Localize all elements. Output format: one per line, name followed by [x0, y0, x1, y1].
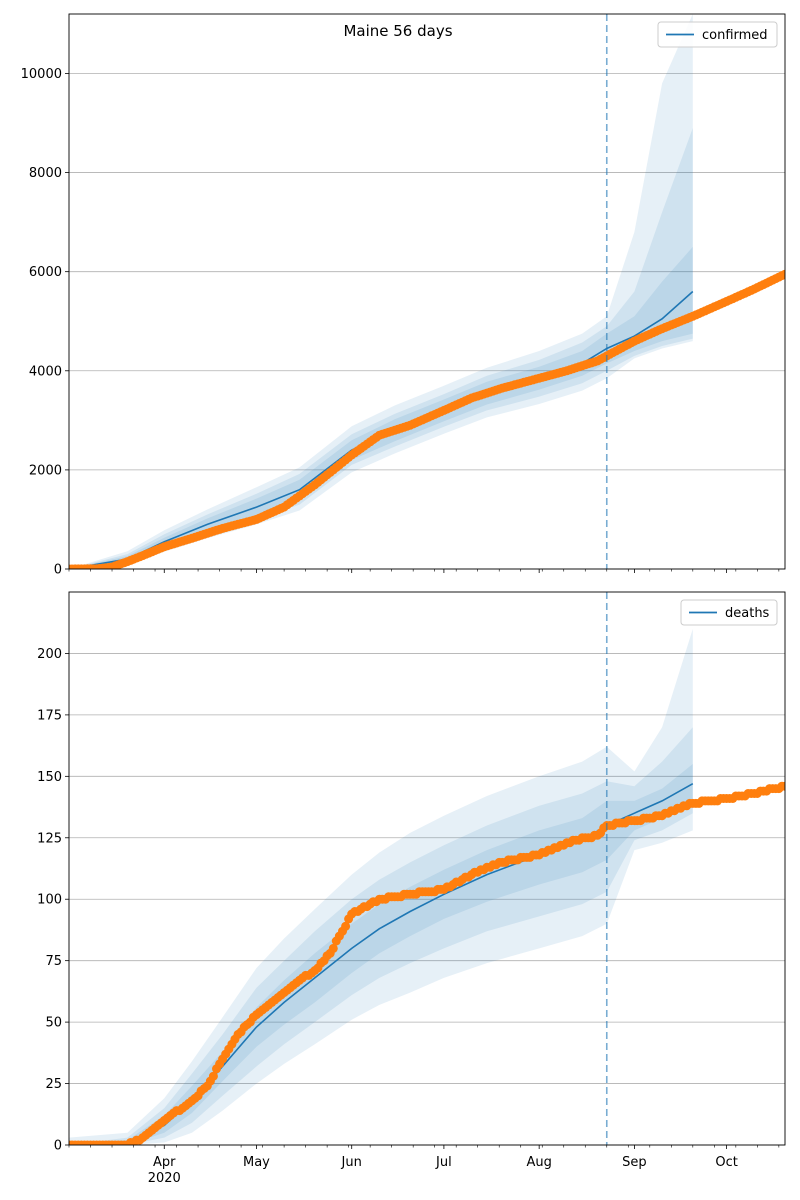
legend-box	[680, 599, 778, 626]
x-tick-sublabel: 2020	[148, 1171, 181, 1186]
y-tick-label: 125	[37, 831, 62, 846]
y-tick-label: 4000	[29, 364, 62, 379]
figure-title: Maine 56 days	[343, 22, 452, 40]
x-tick-label: Oct	[715, 1155, 737, 1170]
y-tick-label: 6000	[29, 265, 62, 280]
uncertainty-band-outer	[69, 14, 693, 569]
y-tick-label: 25	[45, 1077, 62, 1092]
y-tick-label: 50	[45, 1016, 62, 1031]
observed-point	[328, 943, 338, 953]
x-tick-label: May	[243, 1155, 270, 1170]
y-tick-label: 100	[37, 893, 62, 908]
axes-frame	[68, 13, 786, 570]
x-tick-label: Apr	[153, 1155, 176, 1170]
y-tick-label: 0	[54, 1139, 62, 1154]
legend-label: confirmed	[702, 28, 768, 43]
y-tick-label: 10000	[21, 67, 62, 82]
uncertainty-band-mid	[69, 128, 693, 569]
y-tick-label: 175	[37, 708, 62, 723]
y-tick-label: 200	[37, 647, 62, 662]
confirmed-panel: 0 2000 4000 6000 8000 10000 confirmed	[21, 13, 786, 578]
y-tick-label: 75	[45, 954, 62, 969]
uncertainty-band-mid	[69, 727, 693, 1145]
x-tick-label: Sep	[622, 1155, 647, 1170]
uncertainty-band-outer	[69, 628, 693, 1145]
observed-point	[208, 1071, 218, 1081]
y-tick-label: 0	[54, 563, 62, 578]
x-tick-label: Jul	[435, 1155, 452, 1170]
y-tick-label: 8000	[29, 166, 62, 181]
plot-area	[69, 628, 785, 1145]
x-tick-label: Jun	[341, 1155, 362, 1170]
uncertainty-band-inner	[69, 246, 693, 569]
legend-label: deaths	[725, 606, 770, 621]
x-tick-label: Aug	[526, 1155, 551, 1170]
observed-point	[780, 781, 785, 791]
plot-area	[69, 14, 785, 569]
legend-box	[657, 21, 778, 48]
axes-frame	[68, 591, 786, 1146]
observed-point	[780, 269, 785, 279]
observed-point	[341, 921, 351, 931]
y-tick-label: 150	[37, 770, 62, 785]
y-tick-label: 2000	[29, 463, 62, 478]
